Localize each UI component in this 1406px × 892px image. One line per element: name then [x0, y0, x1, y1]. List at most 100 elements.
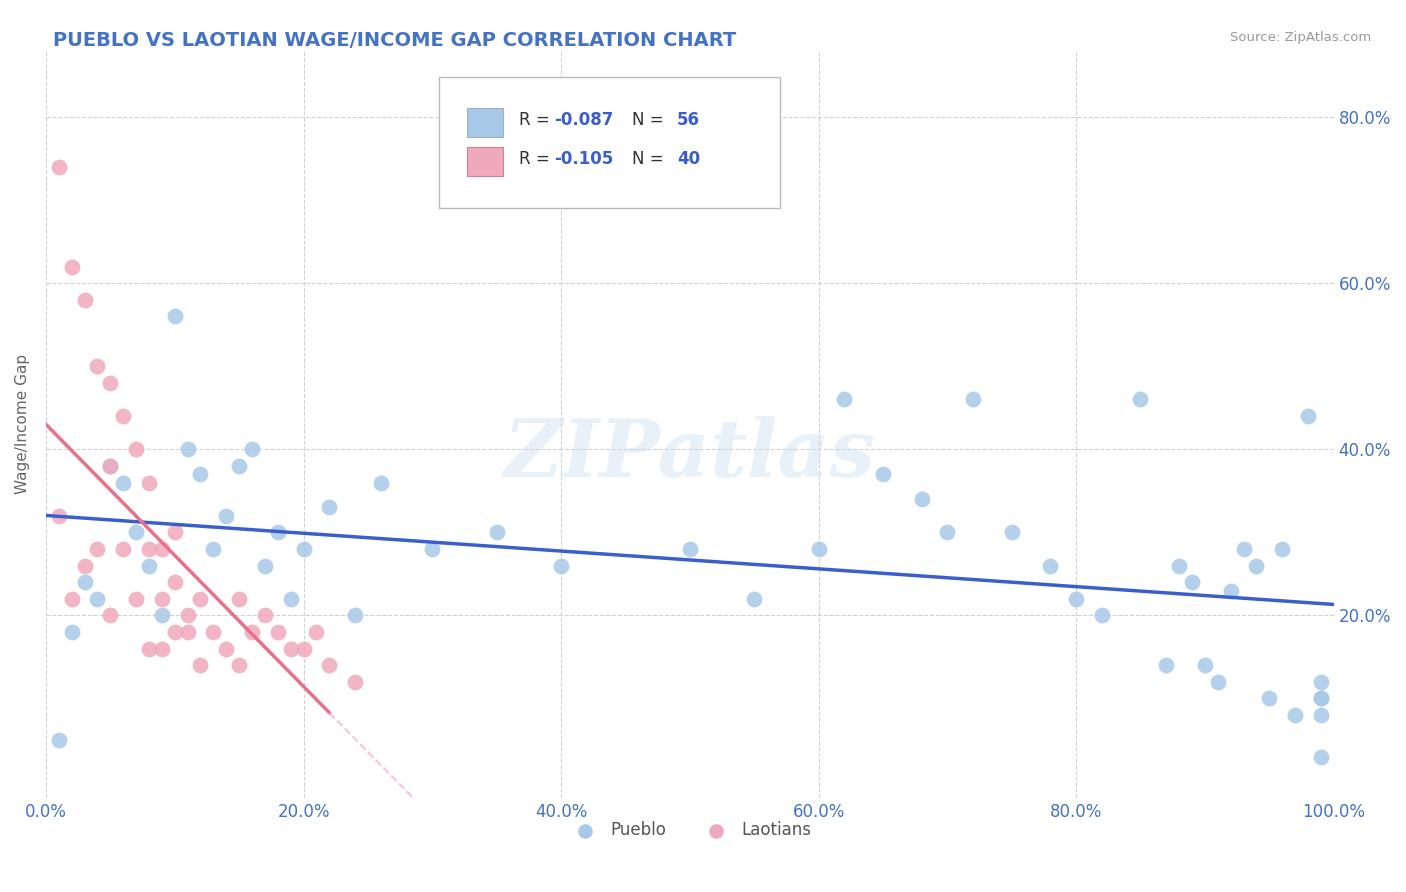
Text: ZIPatlas: ZIPatlas [503, 416, 876, 493]
Point [202, 541, 225, 556]
Point [150, 608, 173, 623]
Point [1309, 691, 1331, 706]
Point [1271, 541, 1294, 556]
Point [190, 591, 212, 606]
Point [1181, 575, 1204, 590]
Point [228, 591, 250, 606]
Point [73, 558, 96, 573]
FancyBboxPatch shape [467, 108, 503, 136]
Point [60, 260, 83, 274]
Point [112, 409, 135, 423]
Text: 40: 40 [676, 150, 700, 168]
Point [1284, 708, 1306, 723]
Point [1246, 558, 1268, 573]
Point [86, 591, 108, 606]
Text: 56: 56 [676, 112, 700, 129]
Point [48, 508, 70, 523]
Point [48, 160, 70, 174]
Point [125, 442, 148, 457]
Point [60, 625, 83, 640]
Point [962, 392, 984, 407]
Point [125, 591, 148, 606]
Point [1309, 674, 1331, 689]
FancyBboxPatch shape [439, 77, 780, 208]
Text: N =: N = [631, 150, 669, 168]
Point [1309, 691, 1331, 706]
Point [1296, 409, 1319, 423]
Point [150, 541, 173, 556]
FancyBboxPatch shape [467, 147, 503, 176]
Point [138, 475, 160, 490]
Point [138, 558, 160, 573]
Point [60, 591, 83, 606]
Point [228, 458, 250, 473]
Point [253, 558, 276, 573]
Point [305, 625, 328, 640]
Point [1039, 558, 1062, 573]
Point [267, 525, 290, 540]
Point [292, 541, 315, 556]
Point [163, 310, 186, 324]
Point [215, 641, 238, 656]
Point [742, 591, 765, 606]
Point [343, 674, 366, 689]
Point [807, 541, 830, 556]
Point [485, 525, 508, 540]
Point [138, 541, 160, 556]
Point [550, 558, 572, 573]
Text: Source: ZipAtlas.com: Source: ZipAtlas.com [1230, 31, 1371, 45]
Point [112, 541, 135, 556]
Point [936, 525, 959, 540]
Point [240, 625, 263, 640]
Text: N =: N = [631, 112, 669, 129]
Point [176, 442, 198, 457]
Point [292, 641, 315, 656]
Point [910, 492, 932, 507]
Point [267, 625, 290, 640]
Point [834, 392, 856, 407]
Point [86, 359, 108, 374]
Point [1064, 591, 1087, 606]
Point [163, 625, 186, 640]
Legend: Pueblo, Laotians: Pueblo, Laotians [562, 814, 818, 846]
Text: -0.105: -0.105 [554, 150, 614, 168]
Text: PUEBLO VS LAOTIAN WAGE/INCOME GAP CORRELATION CHART: PUEBLO VS LAOTIAN WAGE/INCOME GAP CORREL… [53, 31, 737, 50]
Point [163, 525, 186, 540]
Point [98, 376, 121, 390]
Point [163, 575, 186, 590]
Point [318, 500, 340, 515]
Point [318, 658, 340, 673]
Point [1129, 392, 1152, 407]
Point [280, 591, 302, 606]
Point [98, 458, 121, 473]
Point [370, 475, 392, 490]
Point [1232, 541, 1254, 556]
Point [73, 293, 96, 307]
Y-axis label: Wage/Income Gap: Wage/Income Gap [15, 354, 30, 494]
Point [253, 608, 276, 623]
Point [872, 467, 894, 482]
Point [176, 625, 198, 640]
Point [86, 541, 108, 556]
Point [679, 541, 702, 556]
Point [202, 625, 225, 640]
Point [228, 658, 250, 673]
Point [1194, 658, 1216, 673]
Point [240, 442, 263, 457]
Point [73, 575, 96, 590]
Point [1258, 691, 1281, 706]
Point [1091, 608, 1114, 623]
Point [125, 525, 148, 540]
Point [48, 733, 70, 747]
Point [1154, 658, 1177, 673]
Point [1206, 674, 1229, 689]
Point [215, 508, 238, 523]
Point [150, 641, 173, 656]
Point [343, 608, 366, 623]
Point [1168, 558, 1191, 573]
Point [1219, 583, 1241, 598]
Point [190, 467, 212, 482]
Point [420, 541, 443, 556]
Point [280, 641, 302, 656]
Point [150, 591, 173, 606]
